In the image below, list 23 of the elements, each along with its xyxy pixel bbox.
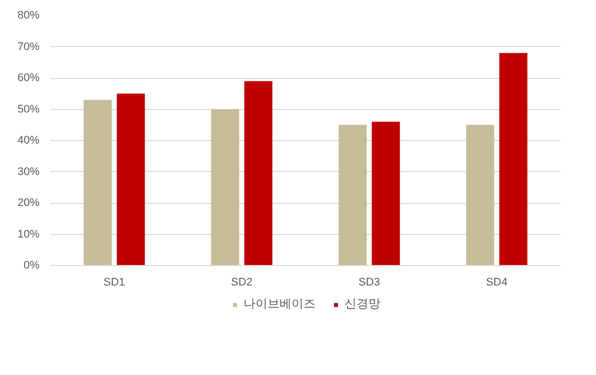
y-tick-label: 80% <box>17 10 40 22</box>
y-tick-label: 10% <box>17 228 40 240</box>
y-tick-label: 0% <box>24 260 40 272</box>
x-tick-label: SD1 <box>104 276 125 288</box>
bar <box>372 122 400 266</box>
y-tick-label: 60% <box>17 72 40 84</box>
bar <box>84 100 112 266</box>
y-tick-label: 50% <box>17 103 40 116</box>
legend-label: 신경망 <box>344 296 380 312</box>
legend-label: 나이브베이즈 <box>244 296 316 312</box>
bar <box>244 81 272 266</box>
bar <box>338 124 367 266</box>
bar <box>116 94 145 266</box>
y-tick-label: 70% <box>17 40 40 53</box>
x-tick-label: SD4 <box>486 276 508 288</box>
x-tick-label: SD3 <box>358 276 380 288</box>
y-tick-label: 30% <box>17 166 40 178</box>
bar <box>211 109 240 266</box>
x-tick-label: SD2 <box>231 276 252 288</box>
y-tick-label: 20% <box>17 197 40 209</box>
bar <box>499 53 528 266</box>
y-tick-label: 40% <box>17 134 40 146</box>
bar <box>466 124 494 266</box>
